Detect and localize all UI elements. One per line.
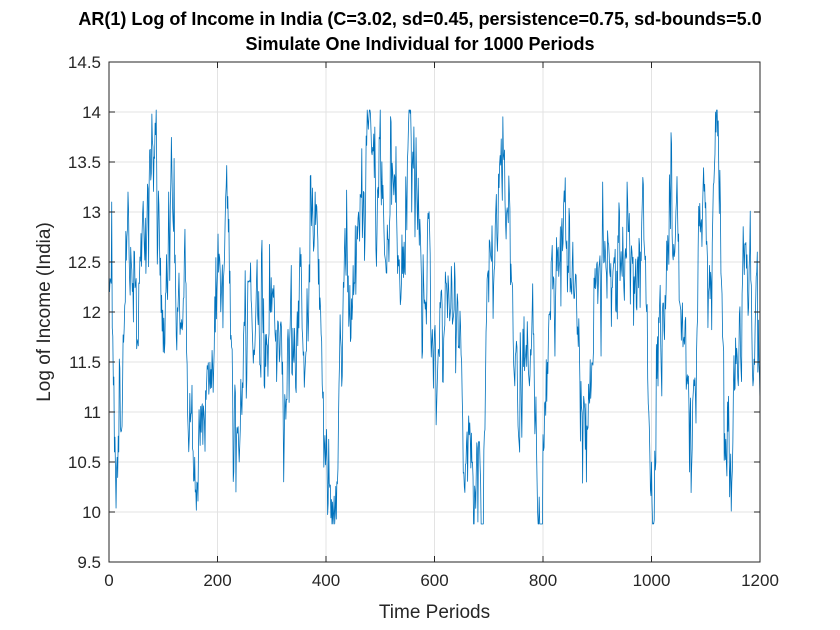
x-tick-label: 1200 — [741, 571, 779, 590]
y-tick-label: 9.5 — [77, 553, 101, 572]
x-tick-label: 800 — [529, 571, 557, 590]
y-axis-label: Log of Income (India) — [34, 222, 55, 402]
y-tick-label: 10.5 — [68, 453, 101, 472]
y-tick-label: 14.5 — [68, 53, 101, 72]
y-tick-label: 14 — [82, 103, 101, 122]
y-tick-label: 11.5 — [69, 353, 101, 372]
x-axis-label: Time Periods — [379, 602, 490, 623]
x-tick-label: 600 — [420, 571, 448, 590]
y-tick-label: 12.5 — [68, 253, 101, 272]
x-tick-label: 1000 — [633, 571, 671, 590]
y-tick-label: 11 — [83, 403, 101, 422]
x-tick-label: 0 — [104, 571, 113, 590]
ticks: 0 200 400 600 800 1000 1200 9.5 10 10.5 11 11.5 12 12… — [68, 53, 779, 590]
series-line — [109, 109, 761, 525]
chart-title-line-2: Simulate One Individual for 1000 Periods — [245, 34, 594, 54]
x-tick-label: 400 — [312, 571, 340, 590]
y-tick-label: 13 — [82, 203, 101, 222]
y-tick-label: 10 — [82, 503, 101, 522]
chart-title-line-1: AR(1) Log of Income in India (C=3.02, sd… — [78, 9, 761, 29]
y-tick-label: 13.5 — [68, 153, 101, 172]
series-layer — [109, 109, 761, 525]
x-tick-label: 200 — [203, 571, 231, 590]
y-tick-label: 12 — [82, 303, 101, 322]
